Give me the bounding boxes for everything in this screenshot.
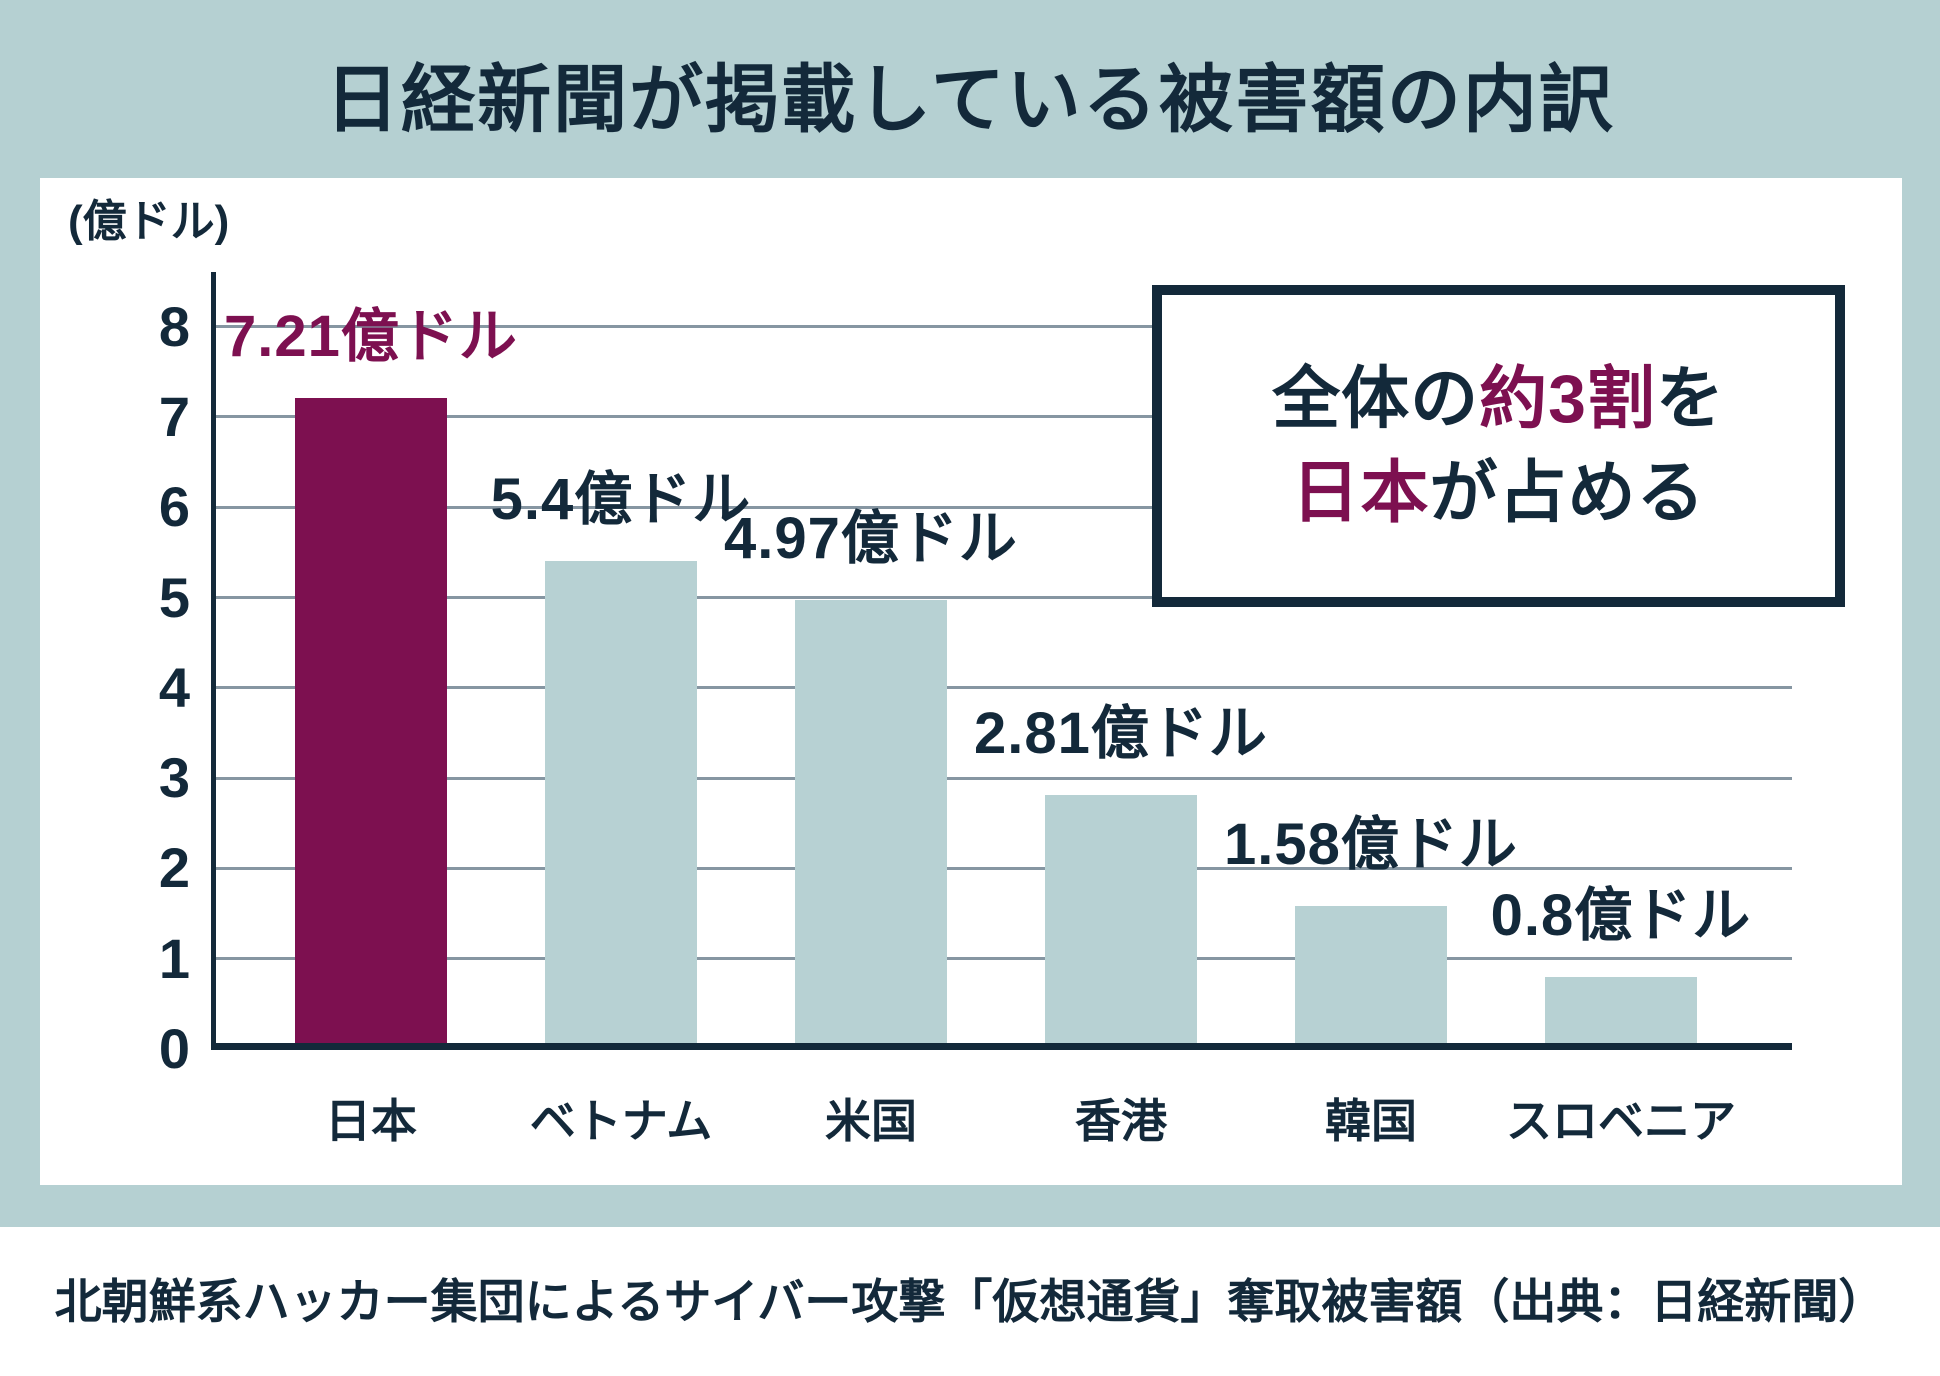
- bar-スロベニア: [1545, 976, 1697, 1046]
- y-axis-line: [211, 272, 216, 1050]
- gridline-2: [211, 866, 1792, 870]
- y-tick-6: 6: [158, 475, 190, 539]
- callout-text: が占める: [1429, 455, 1706, 531]
- callout-box: 全体の約3割を 日本が占める: [1152, 285, 1845, 607]
- gridline-5: [211, 596, 1792, 599]
- bar-日本: [295, 397, 447, 1046]
- category-label-韓国: 韓国: [1325, 1095, 1417, 1147]
- callout-line-2: 日本が占める: [1291, 446, 1705, 540]
- bar-韓国: [1295, 906, 1447, 1046]
- bar-香港: [1045, 795, 1197, 1046]
- y-axis-unit-label: (億ドル): [68, 197, 230, 246]
- category-label-日本: 日本: [325, 1095, 417, 1147]
- y-tick-1: 1: [158, 926, 190, 990]
- bar-value-label: 5.4億ドル: [490, 467, 752, 533]
- gridline-8: [211, 325, 1792, 329]
- bar-value-label: 2.81億ドル: [974, 701, 1268, 767]
- category-label-ベトナム: ベトナム: [529, 1095, 713, 1147]
- bar-value-label: 7.21億ドル: [224, 303, 518, 369]
- category-label-香港: 香港: [1075, 1095, 1167, 1147]
- bar-chart: 0 1 2 3 4 5 6 7 8 7.21億ドル日本 5.4億ドルベトナム 4.97億ドル米国 2.8…: [40, 178, 1902, 1185]
- y-tick-5: 5: [158, 565, 190, 629]
- y-tick-0: 0: [158, 1017, 190, 1080]
- y-tick-8: 8: [158, 294, 190, 358]
- gridline-4: [211, 686, 1792, 690]
- callout-highlight-ratio: 約3割: [1479, 361, 1656, 437]
- callout-line-1: 全体の約3割を: [1272, 352, 1725, 446]
- callout-text: を: [1655, 361, 1725, 437]
- page-title: 日経新聞が掲載している被害額の内訳: [325, 58, 1615, 141]
- callout-text: 全体の: [1272, 361, 1480, 437]
- gridline-7: [211, 415, 1792, 419]
- bar-ベトナム: [545, 561, 697, 1046]
- x-axis-line: [211, 1043, 1792, 1050]
- category-label-米国: 米国: [825, 1095, 917, 1147]
- source-caption: 北朝鮮系ハッカー集団によるサイバー攻撃「仮想通貨」奪取被害額（出典：日経新聞）: [54, 1275, 1886, 1328]
- gridline-3: [211, 776, 1792, 780]
- y-tick-4: 4: [158, 655, 190, 719]
- bar-value-label: 0.8億ドル: [1490, 882, 1752, 948]
- bar-米国: [795, 600, 947, 1046]
- y-tick-2: 2: [158, 836, 190, 900]
- y-tick-3: 3: [158, 746, 190, 810]
- bar-value-label: 1.58億ドル: [1224, 812, 1518, 878]
- y-tick-7: 7: [158, 384, 190, 448]
- callout-highlight-japan: 日本: [1291, 455, 1430, 531]
- bar-value-label: 4.97億ドル: [724, 506, 1018, 572]
- gridline-1: [211, 957, 1792, 961]
- gridline-6: [211, 505, 1792, 509]
- category-label-スロベニア: スロベニア: [1506, 1095, 1736, 1147]
